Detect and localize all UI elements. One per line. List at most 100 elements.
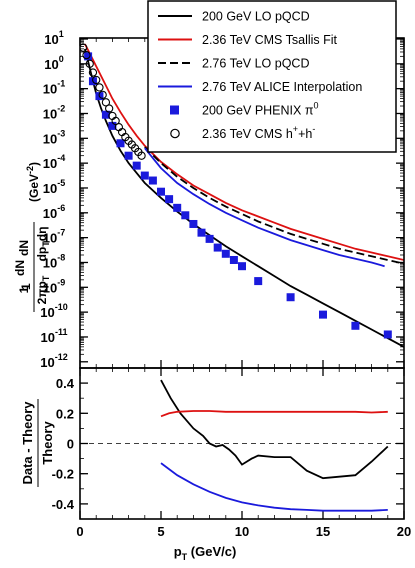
phenix-point <box>213 243 222 252</box>
svg-text:dN: dN <box>13 260 27 276</box>
ratio-y-tick-label: 0.2 <box>56 406 74 421</box>
legend-label: 200 GeV PHENIX π0 <box>202 101 318 118</box>
x-tick-label: 10 <box>235 524 249 539</box>
legend-box <box>147 0 397 153</box>
legend-label: 2.36 TeV CMS Tsallis Fit <box>202 33 338 47</box>
cms-point <box>111 116 120 126</box>
ratio-y-tick-label: 0 <box>67 437 74 452</box>
legend-entry: 2.36 TeV CMS Tsallis Fit <box>158 33 338 47</box>
phenix-point <box>319 310 327 319</box>
x-tick-label: 5 <box>157 524 164 539</box>
ylabel-dn: dN <box>17 240 31 256</box>
legend-swatch <box>170 128 180 139</box>
ratio-y-tick-label: -0.2 <box>52 467 74 482</box>
phenix-point <box>124 151 133 160</box>
y-tick-label: 10-1 <box>43 79 65 97</box>
cms-point <box>85 59 94 68</box>
y-tick-label: 10-4 <box>43 153 65 171</box>
legend-entry: 2.76 TeV ALICE Interpolation <box>158 80 362 94</box>
y-tick-label: 10-11 <box>41 327 68 345</box>
legend-label: 2.36 TeV CMS h++h- <box>202 124 315 141</box>
cms-point <box>95 83 104 92</box>
legend-label: 2.76 TeV ALICE Interpolation <box>202 80 362 94</box>
x-tick-label: 20 <box>397 524 411 539</box>
ratio-denominator: Theory <box>40 421 55 465</box>
phenix-point <box>148 176 157 185</box>
bottom-series <box>160 379 389 512</box>
phenix-point <box>101 110 110 119</box>
legend-items: 200 GeV LO pQCD 2.36 TeV CMS Tsallis Fit 2… <box>158 10 362 141</box>
y-tick-label: 101 <box>44 29 63 47</box>
x-axis-title: pT (GeV/c) <box>174 544 237 562</box>
y-frac-dn: dN <box>13 260 27 276</box>
bottom-y-tick-labels: -0.4 -0.2 0 0.2 0.4 <box>52 376 75 512</box>
phenix-point <box>383 330 392 339</box>
legend-entry: 2.36 TeV CMS h++h- <box>170 124 315 141</box>
legend-entry: 200 GeV LO pQCD <box>158 10 310 24</box>
cms-point <box>82 50 91 60</box>
ylabel-unit: (GeV-2) <box>25 162 41 202</box>
bottom-y-axis-title: Data - Theory Theory <box>20 399 55 487</box>
y-tick-label: 10-5 <box>43 178 65 196</box>
cms-point <box>137 151 146 160</box>
ratio-numerator: Data - Theory <box>20 401 35 485</box>
x-tick-label: 15 <box>316 524 330 539</box>
ratio-line-black <box>160 379 389 480</box>
series-line <box>84 43 404 261</box>
top-points <box>80 43 392 339</box>
top-panel: 10110010-110-210-310-410-510-610-710-810… <box>13 0 405 370</box>
legend-label: 2.76 TeV LO pQCD <box>202 57 309 71</box>
ylabel-den: 2πpT <box>35 275 51 304</box>
ratio-y-tick-label: -0.4 <box>52 497 75 512</box>
phenix-point <box>238 262 246 271</box>
ylabel-dpt: dpTdη <box>35 227 51 262</box>
y-tick-label: 100 <box>44 54 63 72</box>
cms-point <box>101 98 111 107</box>
cms-point <box>88 68 98 77</box>
phenix-point <box>84 52 93 61</box>
phenix-point <box>165 195 174 204</box>
top-y-axis-title: 1 dN <box>13 258 35 304</box>
phenix-point <box>286 293 295 302</box>
cms-point <box>98 90 107 100</box>
svg-text:1: 1 <box>19 283 33 290</box>
top-y-tick-labels: 10110010-110-210-310-410-510-610-710-810… <box>40 29 67 370</box>
phenix-point <box>254 277 263 286</box>
y-frac-1: 1 <box>19 283 33 290</box>
y-tick-label: 10-2 <box>43 103 65 121</box>
bottom-panel: -0.4 -0.2 0 0.2 0.4 0 5 10 15 20 Data - Theory T… <box>20 367 411 562</box>
x-tick-labels: 0 5 10 15 20 <box>76 524 411 539</box>
phenix-point <box>132 161 141 170</box>
cms-point <box>105 104 114 113</box>
ratio-line-blue <box>160 462 388 512</box>
legend: 200 GeV LO pQCD 2.36 TeV CMS Tsallis Fit 2… <box>147 0 397 153</box>
cms-point <box>80 43 88 52</box>
legend-label: 200 GeV LO pQCD <box>202 10 310 24</box>
phenix-point <box>173 203 182 212</box>
phenix-point <box>351 321 360 330</box>
phenix-point <box>181 211 190 220</box>
phenix-point <box>229 255 238 264</box>
y-tick-label: 10-6 <box>43 203 65 221</box>
legend-entry: 200 GeV PHENIX π0 <box>170 101 318 118</box>
top-y-axis-title-text: 1 2πpT dN dpTdη (GeV-2) <box>17 162 51 312</box>
phenix-point <box>140 171 149 180</box>
y-tick-label: 10-3 <box>43 128 65 146</box>
phenix-point <box>108 121 117 130</box>
legend-swatch <box>170 105 179 115</box>
cms-point <box>92 75 101 85</box>
ylabel-one: 1 <box>17 286 31 293</box>
phenix-point <box>221 249 230 258</box>
legend-entry: 2.76 TeV LO pQCD <box>158 57 309 71</box>
x-tick-label: 0 <box>76 524 83 539</box>
phenix-point <box>205 234 214 243</box>
bottom-frame <box>79 367 405 520</box>
phenix-point <box>116 139 125 148</box>
series-line <box>144 147 385 268</box>
ratio-y-tick-label: 0.4 <box>56 376 75 391</box>
ratio-line-red <box>160 410 388 418</box>
series-line <box>144 146 404 265</box>
y-tick-label: 10-12 <box>40 352 67 370</box>
phenix-point <box>189 219 198 228</box>
